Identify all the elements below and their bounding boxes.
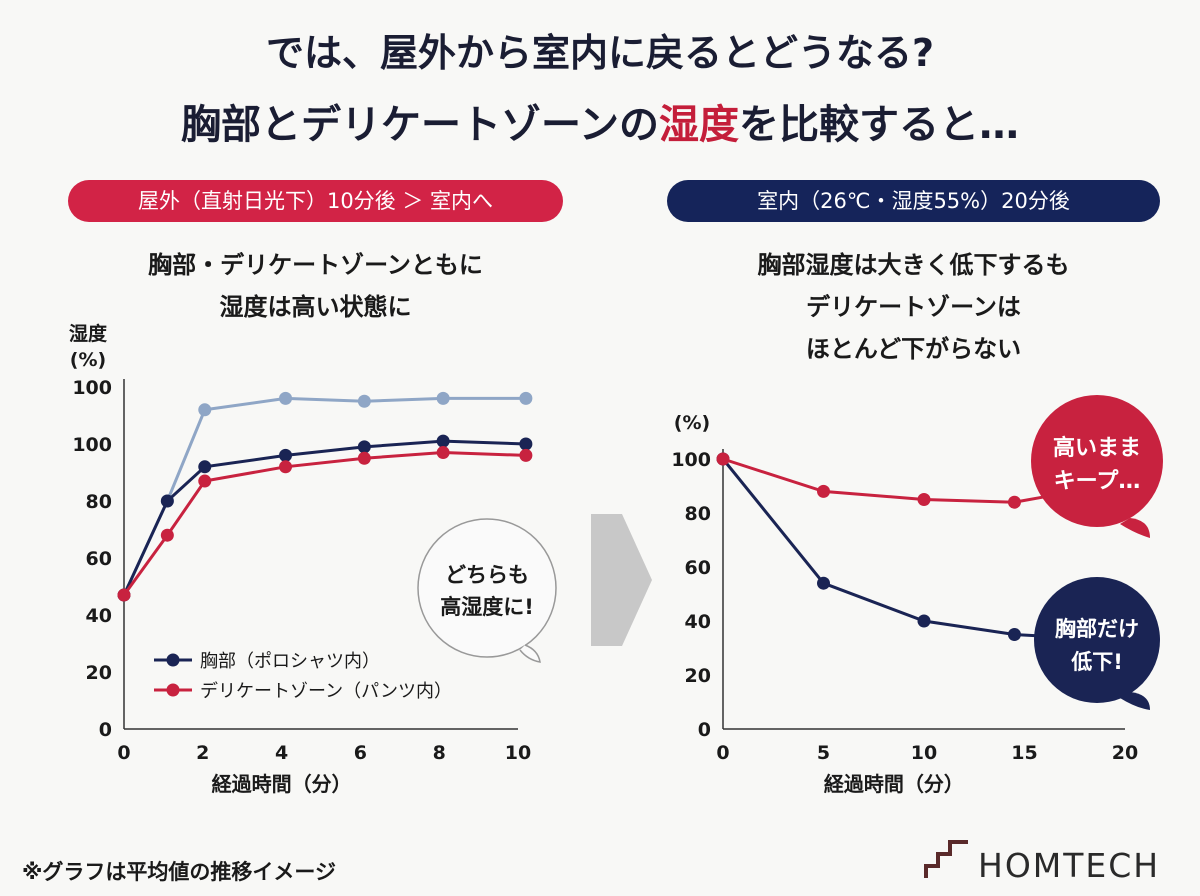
red-bubble-text-1: 高いまま	[1053, 435, 1141, 461]
right-y-tick-label: 100	[671, 449, 711, 471]
left-series-point	[279, 460, 293, 474]
right-x-tick-label: 0	[716, 742, 729, 764]
footnote: ※グラフは平均値の推移イメージ	[22, 860, 336, 884]
left-speech-bubble-tail	[519, 644, 541, 663]
title-line1: では、屋外から室内に戻るとどうなる?	[265, 31, 935, 75]
left-x-tick-label: 6	[354, 742, 367, 764]
left-y-tick-label: 20	[86, 662, 112, 684]
right-y-tick-label: 20	[685, 665, 711, 687]
title-line2: 胸部とデリケートゾーンの湿度を比較すると…	[0, 92, 1200, 150]
left-y-tick-label: 80	[86, 491, 112, 513]
right-subtitle: 胸部湿度は大きく低下するも デリケートゾーンは ほとんど下がらない	[667, 244, 1160, 370]
right-subtitle-line1: 胸部湿度は大きく低下するも	[757, 251, 1070, 279]
left-series-point	[160, 528, 174, 542]
left-series-point	[198, 460, 212, 474]
red-speech-bubble-tail	[1120, 518, 1150, 538]
left-y-tick-label: 40	[86, 605, 112, 627]
left-y-tick-label: 0	[99, 719, 112, 741]
navy-bubble-text-2: 低下!	[1070, 650, 1123, 674]
left-x-axis-label: 経過時間（分）	[212, 772, 352, 796]
left-y-tick-label: 100	[72, 434, 112, 456]
navy-speech-bubble	[1034, 577, 1160, 703]
right-y-axis-label: (%)	[674, 412, 710, 434]
right-subtitle-line2: デリケートゾーンは	[806, 293, 1021, 321]
left-series-point	[357, 451, 371, 465]
left-subtitle-line2: 湿度は高い状態に	[219, 293, 412, 321]
left-series-point	[279, 391, 293, 405]
right-series-line-0	[721, 458, 1065, 639]
left-series-point	[519, 391, 533, 405]
left-x-tick-label: 10	[505, 742, 531, 764]
left-series-point	[198, 474, 212, 488]
legend-label: 胸部（ポロシャツ内）	[200, 651, 380, 672]
right-series-point	[716, 452, 730, 466]
legend-label: デリケートゾーン（パンツ内）	[200, 681, 452, 702]
right-series-line-1	[722, 457, 1045, 504]
right-condition-pill: 室内（26℃・湿度55%）20分後	[667, 180, 1160, 222]
title-line2-b: を比較すると…	[739, 102, 1019, 148]
left-series-point	[117, 588, 131, 602]
right-series-point	[917, 614, 931, 628]
right-y-tick-label: 80	[685, 503, 711, 525]
left-series-point	[357, 394, 371, 408]
right-x-tick-label: 10	[911, 742, 937, 764]
left-x-tick-label: 4	[275, 742, 288, 764]
left-y-axis-label: 湿度	[69, 322, 108, 345]
left-condition-pill: 屋外（直射日光下）10分後 ＞ 室内へ	[68, 180, 563, 222]
left-y-axis-label: (%)	[70, 349, 106, 371]
right-x-tick-label: 15	[1011, 742, 1037, 764]
left-series-point	[436, 434, 450, 448]
right-series-point	[817, 484, 830, 498]
red-speech-bubble	[1031, 395, 1163, 527]
right-arrow-icon	[591, 514, 652, 646]
left-x-tick-label: 8	[433, 742, 446, 764]
brand-name: HOMTECH	[978, 846, 1161, 885]
left-subtitle-line1: 胸部・デリケートゾーンともに	[148, 251, 483, 279]
right-x-tick-label: 5	[817, 742, 830, 764]
left-series-point	[436, 446, 450, 460]
homtech-logo-icon	[924, 840, 968, 878]
left-subtitle: 胸部・デリケートゾーンともに 湿度は高い状態に	[68, 244, 563, 328]
right-y-tick-label: 60	[685, 557, 711, 579]
title-line2-highlight: 湿度	[659, 102, 739, 148]
left-y-tick-label: 60	[86, 548, 112, 570]
legend-swatch-dot	[166, 653, 180, 667]
legend-swatch-dot	[166, 683, 180, 697]
navy-speech-bubble-tail	[1120, 692, 1150, 710]
left-bubble-text-2: 高湿度に!	[440, 595, 534, 619]
left-series-point	[519, 437, 533, 451]
right-subtitle-line3: ほとんど下がらない	[805, 335, 1022, 363]
left-x-tick-label: 0	[117, 742, 130, 764]
left-series-point	[519, 448, 533, 462]
right-x-axis-label: 経過時間（分）	[824, 772, 964, 796]
right-series-point	[1007, 495, 1021, 509]
navy-bubble-text-1: 胸部だけ	[1055, 617, 1139, 641]
left-bubble-text-1: どちらも	[445, 563, 529, 587]
right-series-point	[817, 576, 830, 590]
right-x-tick-label: 20	[1112, 742, 1138, 764]
right-series-point	[917, 493, 931, 506]
left-series-point	[436, 391, 450, 405]
left-series-point	[198, 403, 212, 417]
right-y-tick-label: 0	[698, 719, 711, 741]
title-line2-a: 胸部とデリケートゾーンの	[181, 102, 659, 148]
right-y-tick-label: 40	[685, 611, 711, 633]
left-y-tick-label: 100	[72, 377, 112, 399]
left-series-point	[279, 448, 293, 462]
red-bubble-text-2: キープ…	[1054, 469, 1141, 494]
left-series-point	[357, 440, 371, 454]
left-speech-bubble	[417, 518, 557, 658]
right-series-point	[1007, 628, 1021, 641]
left-x-tick-label: 2	[196, 742, 209, 764]
left-series-point	[160, 494, 174, 508]
